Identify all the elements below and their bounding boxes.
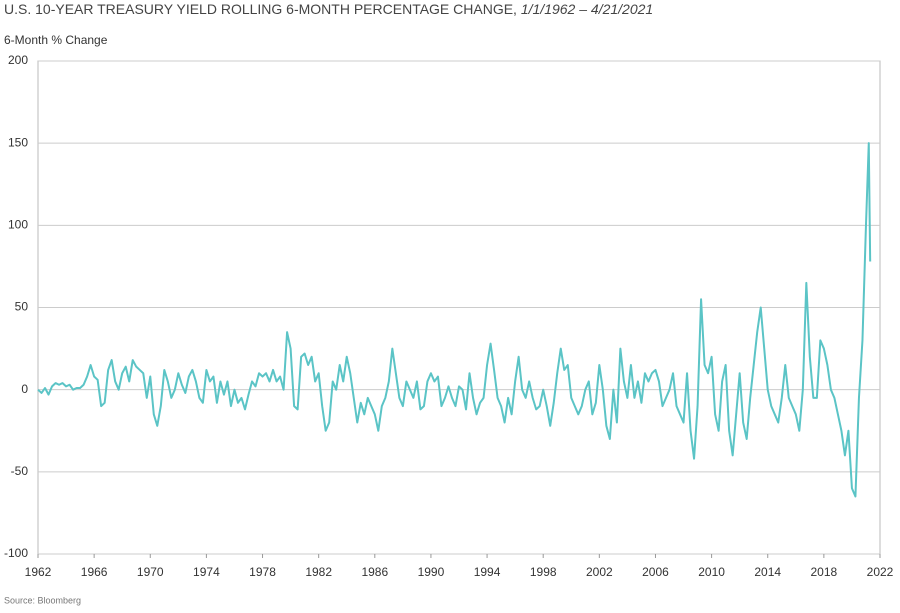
y-tick-label: 200 [8, 53, 28, 67]
x-tick-label: 1974 [193, 565, 220, 579]
y-tick-label: 50 [15, 300, 29, 314]
source: Source: Bloomberg [4, 595, 81, 605]
x-tick-label: 2022 [867, 565, 894, 579]
y-tick-label: 150 [8, 135, 28, 149]
x-tick-label: 1970 [137, 565, 164, 579]
x-tick-label: 2018 [811, 565, 838, 579]
x-tick-label: 1982 [305, 565, 332, 579]
x-tick-label: 1986 [361, 565, 388, 579]
x-tick-label: 2014 [754, 565, 781, 579]
chart-title: U.S. 10-YEAR TREASURY YIELD ROLLING 6-MO… [4, 1, 653, 17]
x-tick-label: 2002 [586, 565, 613, 579]
x-tick-label: 2006 [642, 565, 669, 579]
y-tick-label: -50 [11, 464, 29, 478]
x-tick-label: 1978 [249, 565, 276, 579]
y-tick-label: 100 [8, 218, 28, 232]
x-tick-label: 1998 [530, 565, 557, 579]
y-axis-label: 6-Month % Change [4, 33, 108, 47]
x-tick-label: 2010 [698, 565, 725, 579]
title-main: U.S. 10-YEAR TREASURY YIELD ROLLING 6-MO… [4, 1, 521, 17]
y-tick-label: -100 [4, 546, 28, 560]
x-tick-label: 1962 [25, 565, 52, 579]
x-tick-label: 1994 [474, 565, 501, 579]
series-line [37, 142, 872, 498]
title-dates: 1/1/1962 – 4/21/2021 [521, 1, 653, 17]
y-tick-label: 0 [21, 382, 28, 396]
x-tick-label: 1990 [418, 565, 445, 579]
x-tick-label: 1966 [81, 565, 108, 579]
